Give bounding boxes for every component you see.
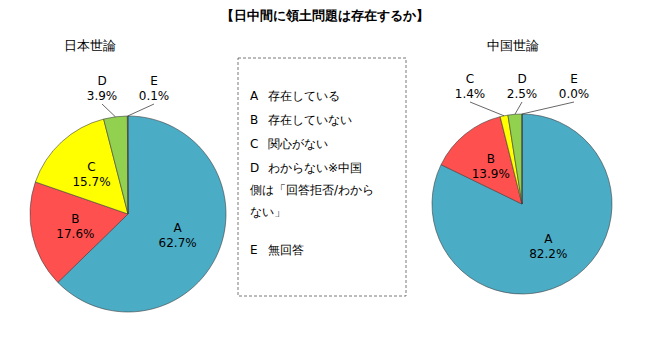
- leader-line: [515, 102, 522, 114]
- legend-key: B: [250, 113, 258, 127]
- legend-key: E: [250, 243, 258, 257]
- data-label: 82.2%: [529, 247, 567, 261]
- data-label-category: A: [544, 232, 553, 246]
- data-label-category: C: [466, 72, 474, 86]
- pie-title: 中国世論: [487, 38, 539, 53]
- pie-slice: [104, 116, 128, 214]
- data-label: 2.5%: [507, 87, 538, 101]
- legend-text: ない」: [250, 205, 286, 219]
- data-label-category: D: [97, 74, 106, 88]
- pie-slice: [508, 114, 522, 204]
- data-label: 17.6%: [56, 227, 94, 241]
- legend-text: 側は「回答拒否/わから: [250, 183, 374, 197]
- slices: [30, 116, 226, 312]
- data-label-category: A: [174, 221, 183, 235]
- data-label: 0.1%: [139, 89, 170, 103]
- data-labels: A82.2% B13.9% C1.4% D2.5% E0.0%: [455, 72, 590, 261]
- data-label-category: B: [487, 152, 495, 166]
- data-label: 62.7%: [159, 236, 197, 250]
- data-label-category: D: [517, 72, 526, 86]
- chart-title: 【日中間に領土問題は存在するか】: [221, 8, 429, 23]
- data-label-category: B: [71, 212, 79, 226]
- legend-text: 関心がない: [268, 137, 328, 151]
- pie-slice: [127, 116, 129, 214]
- legend: A 存在している B 存在していない C 関心がない D わからない※中国側は「回答拒否/わか…: [238, 58, 406, 296]
- data-label: 15.7%: [72, 175, 110, 189]
- data-label-category: E: [570, 72, 578, 86]
- data-label-category: E: [150, 74, 158, 88]
- data-label: 0.0%: [559, 87, 590, 101]
- leader-line: [102, 104, 115, 117]
- pie-chart: 日本世論 A62.7% B17.6% C15.7% D3.9% E0.1%: [30, 38, 226, 312]
- data-label: 3.9%: [87, 89, 118, 103]
- pie-title: 日本世論: [64, 38, 116, 53]
- leader-line: [522, 102, 574, 114]
- data-label-category: C: [87, 160, 95, 174]
- leader-line: [470, 102, 504, 116]
- legend-text: 無回答: [268, 243, 304, 257]
- legend-key: C: [250, 137, 258, 151]
- pie-slice: [522, 114, 523, 204]
- legend-frame: [238, 58, 406, 296]
- data-label: 13.9%: [472, 167, 510, 181]
- pie-chart: 中国世論 A82.2% B13.9% C1.4% D2.5% E0.0%: [432, 38, 612, 294]
- legend-key: D: [250, 161, 259, 175]
- leader-line: [128, 104, 154, 116]
- slices: [432, 114, 612, 294]
- pie-slice: [432, 114, 612, 294]
- data-label: 1.4%: [455, 87, 486, 101]
- legend-text: わからない※中国: [268, 161, 362, 175]
- legend-text: 存在していない: [268, 113, 352, 127]
- legend-key: A: [250, 89, 259, 103]
- data-labels: A62.7% B17.6% C15.7% D3.9% E0.1%: [56, 74, 196, 250]
- legend-text: 存在している: [268, 89, 340, 103]
